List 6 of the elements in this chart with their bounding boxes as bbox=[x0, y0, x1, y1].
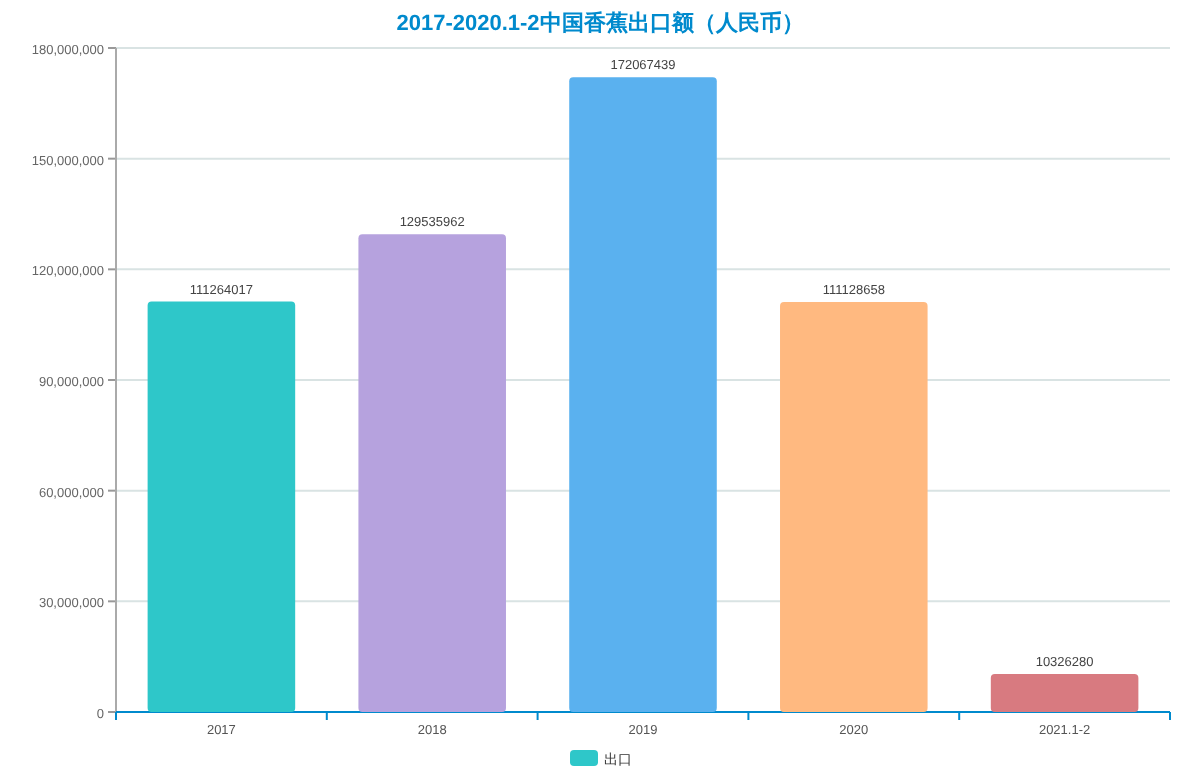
bar bbox=[358, 234, 506, 712]
chart-title: 2017-2020.1-2中国香蕉出口额（人民币） bbox=[396, 10, 804, 36]
bar bbox=[147, 301, 296, 712]
bar bbox=[780, 302, 928, 712]
bar bbox=[569, 77, 717, 712]
bar bbox=[990, 673, 1139, 712]
